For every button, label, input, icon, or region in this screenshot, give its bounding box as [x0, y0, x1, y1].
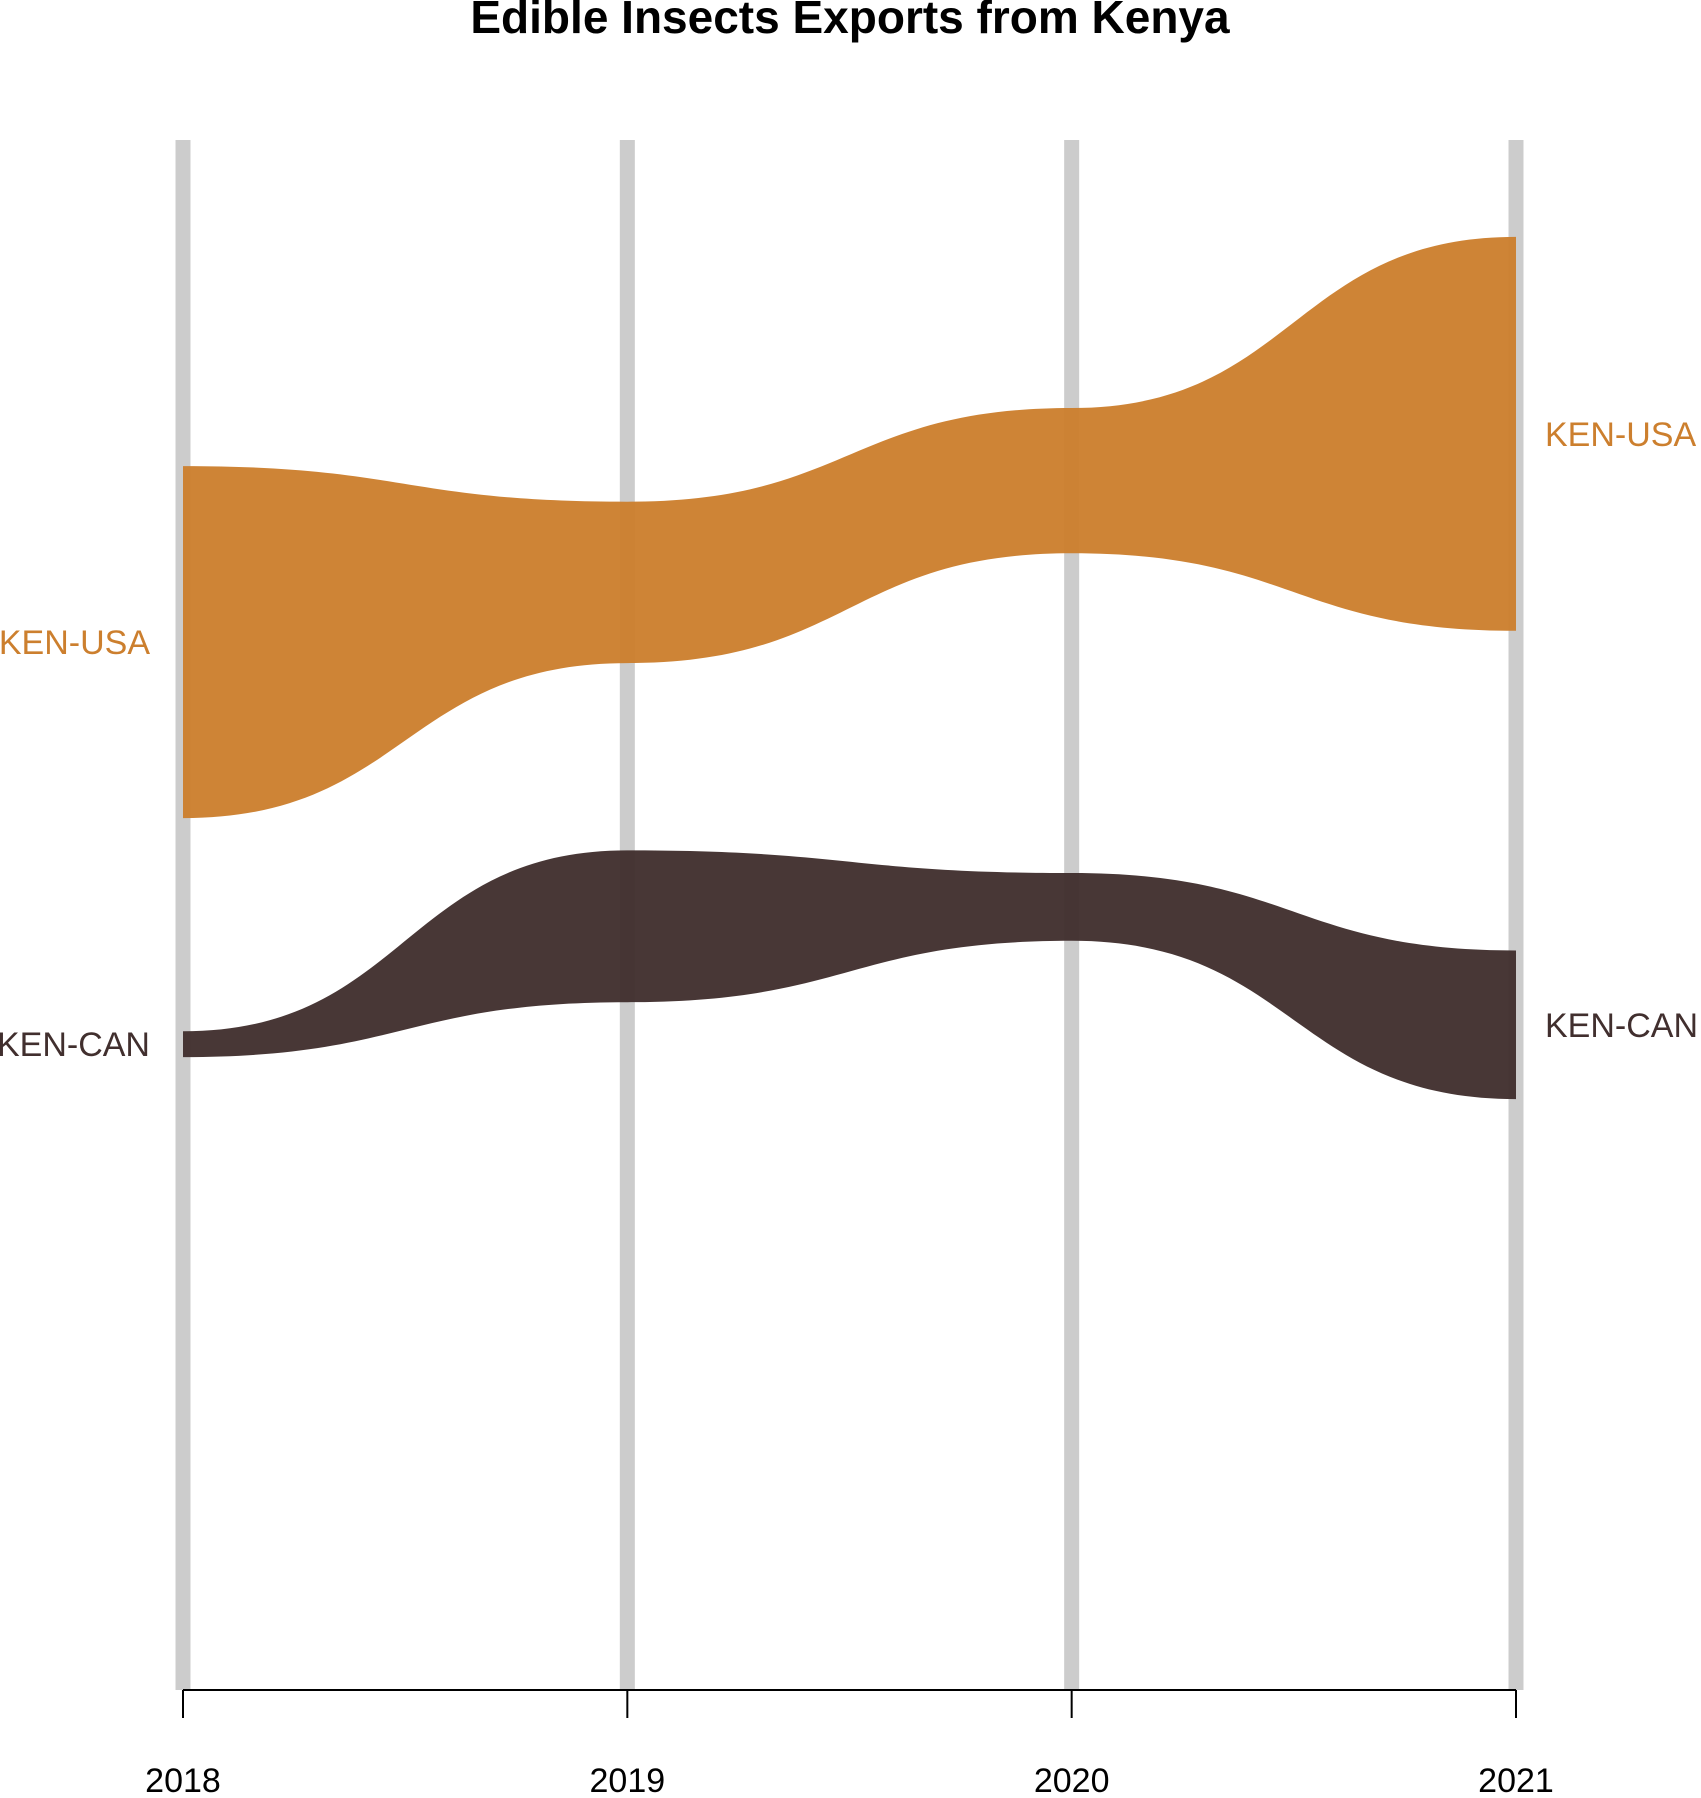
- series-bands: [183, 236, 1516, 1100]
- x-tick-label-2018: 2018: [145, 1762, 221, 1798]
- series-label-left-ken-can: KEN-CAN: [0, 1026, 150, 1064]
- x-tick-label-2021: 2021: [1478, 1762, 1554, 1798]
- series-labels: KEN-USA KEN-USA KEN-CAN KEN-CAN: [0, 416, 1698, 1064]
- x-tick-label-2020: 2020: [1034, 1762, 1110, 1798]
- series-label-left-ken-usa: KEN-USA: [0, 624, 150, 662]
- chart-title: Edible Insects Exports from Kenya: [470, 0, 1230, 43]
- series-label-right-ken-can: KEN-CAN: [1545, 1007, 1698, 1045]
- band-ken-can: [183, 850, 1516, 1100]
- x-axis: 2018 2019 2020 2021: [145, 1689, 1554, 1798]
- band-ken-usa: [183, 236, 1516, 819]
- series-label-right-ken-usa: KEN-USA: [1545, 416, 1696, 454]
- x-tick-label-2019: 2019: [590, 1762, 666, 1798]
